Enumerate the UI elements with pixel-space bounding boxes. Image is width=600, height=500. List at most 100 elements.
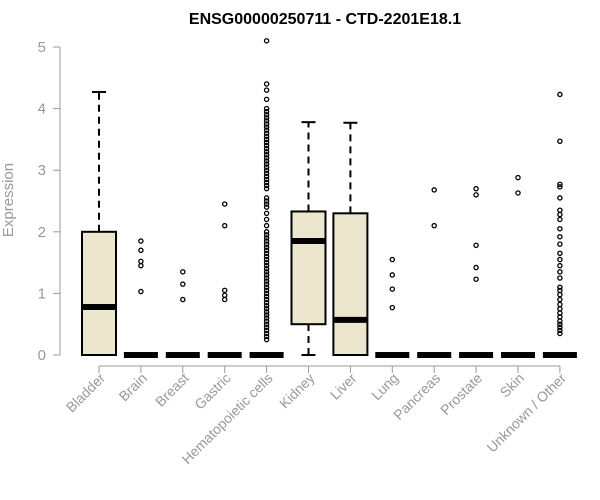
outlier-point: [263, 238, 270, 244]
outlier-point: [263, 210, 270, 217]
outlier-point: [263, 148, 270, 155]
x-tick-label: Skin: [497, 370, 528, 401]
outlier-point: [263, 136, 270, 143]
outlier-point: [263, 216, 270, 223]
y-tick-label: 2: [38, 224, 46, 241]
outlier-point: [389, 256, 396, 263]
outlier-point: [473, 192, 479, 198]
box-lung: [375, 256, 410, 358]
y-tick-label: 1: [38, 285, 46, 302]
plot-area: [81, 38, 577, 358]
outlier-point: [557, 241, 563, 247]
outlier-point: [263, 124, 270, 130]
outlier-point: [557, 324, 563, 331]
outlier-point: [557, 216, 563, 223]
outlier-point: [557, 225, 563, 232]
y-axis-label: Expression: [0, 163, 17, 237]
outlier-point: [263, 167, 270, 173]
outlier-point: [138, 247, 144, 254]
outlier-point: [557, 256, 563, 263]
outlier-point: [138, 258, 144, 265]
outlier-point: [557, 262, 563, 269]
box-unknown-other: [542, 91, 577, 358]
y-tick-label: 3: [38, 162, 46, 179]
outlier-point: [263, 241, 270, 247]
outlier-point: [180, 281, 186, 287]
box-bladder: [81, 90, 117, 356]
outlier-point: [473, 185, 479, 192]
outlier-point: [263, 293, 270, 300]
outlier-point: [263, 201, 270, 207]
box-gastric: [207, 201, 242, 358]
outlier-point: [263, 108, 270, 115]
x-tick-label: Unknown / Other: [483, 370, 569, 456]
outlier-point: [263, 281, 270, 287]
outlier-point: [138, 238, 144, 244]
outlier-point: [557, 138, 563, 144]
outlier-point: [263, 170, 270, 177]
outlier-point: [263, 330, 270, 337]
outlier-point: [263, 87, 270, 93]
outlier-point: [138, 288, 144, 295]
outlier-point: [263, 287, 270, 294]
outlier-point: [263, 142, 270, 149]
outlier-point: [180, 296, 186, 303]
outlier-point: [557, 181, 563, 188]
outlier-point: [138, 262, 144, 269]
outlier-point: [263, 155, 270, 161]
outlier-point: [263, 296, 270, 303]
outlier-point: [515, 174, 521, 181]
outlier-point: [263, 179, 270, 186]
outlier-point: [263, 112, 270, 118]
outlier-point: [263, 259, 270, 266]
outlier-point: [221, 287, 228, 294]
outlier-point: [263, 96, 270, 103]
outlier-point: [263, 333, 270, 340]
outlier-point: [263, 318, 270, 324]
outlier-point: [263, 290, 270, 297]
outlier-point: [263, 250, 270, 257]
outlier-point: [263, 118, 270, 124]
outlier-point: [263, 302, 270, 309]
outlier-point: [473, 242, 479, 249]
outlier-point: [263, 133, 270, 140]
outlier-point: [263, 306, 270, 312]
outlier-point: [263, 105, 270, 112]
outlier-point: [263, 327, 270, 334]
outlier-point: [263, 309, 270, 315]
outlier-point: [263, 284, 270, 290]
outlier-point: [557, 318, 563, 324]
outlier-point: [263, 152, 270, 158]
outlier-point: [263, 173, 270, 180]
outlier-point: [557, 211, 563, 218]
outlier-point: [263, 229, 270, 235]
outlier-point: [557, 91, 563, 98]
x-tick-label: Brain: [116, 370, 150, 404]
outlier-point: [557, 321, 563, 327]
outlier-point: [263, 185, 270, 192]
outlier-point: [389, 272, 396, 278]
box-prostate: [459, 185, 494, 358]
box-iqr: [290, 210, 327, 326]
outlier-point: [557, 306, 563, 312]
box-liver: [332, 121, 369, 356]
outlier-point: [263, 198, 270, 204]
outlier-point: [263, 182, 270, 189]
outlier-point: [557, 250, 563, 257]
outlier-point: [557, 314, 563, 320]
outlier-point: [263, 336, 270, 343]
outlier-point: [263, 115, 270, 121]
outlier-point: [389, 304, 396, 311]
outlier-point: [221, 201, 228, 207]
outlier-point: [263, 253, 270, 260]
outlier-point: [473, 276, 479, 282]
outlier-point: [557, 296, 563, 303]
outlier-point: [557, 269, 563, 275]
x-tick-label: Pancreas: [390, 370, 443, 423]
outlier-point: [263, 127, 270, 133]
outlier-point: [263, 275, 270, 281]
outlier-point: [221, 296, 228, 303]
outlier-point: [263, 139, 270, 146]
y-tick-label: 5: [38, 39, 46, 56]
outlier-point: [557, 327, 563, 334]
